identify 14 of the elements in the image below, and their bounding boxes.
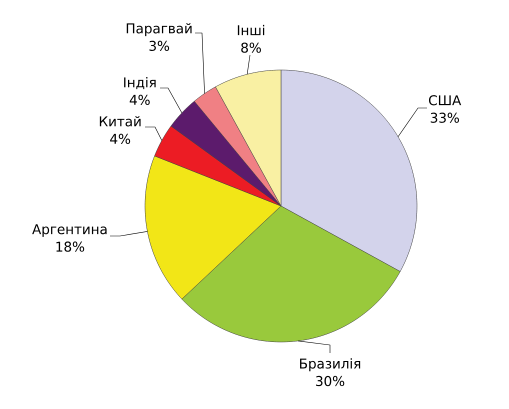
slice-label: США xyxy=(428,95,462,106)
data-label: 4% xyxy=(130,94,150,105)
slice-label: Інші xyxy=(238,24,264,36)
slice-label: Бразилія xyxy=(300,358,360,372)
data-label: 33% xyxy=(430,112,459,123)
data-label: 4% xyxy=(110,134,130,144)
data-label: 30% xyxy=(316,376,344,386)
slice-label: Парагвай xyxy=(126,23,192,36)
data-label: 3% xyxy=(149,40,170,51)
data-label: 18% xyxy=(56,242,84,252)
slice-label: Китай xyxy=(100,116,141,126)
slice-label: Аргентина xyxy=(32,224,107,237)
slice-label: Індія xyxy=(124,77,156,90)
data-label: 8% xyxy=(241,42,261,53)
